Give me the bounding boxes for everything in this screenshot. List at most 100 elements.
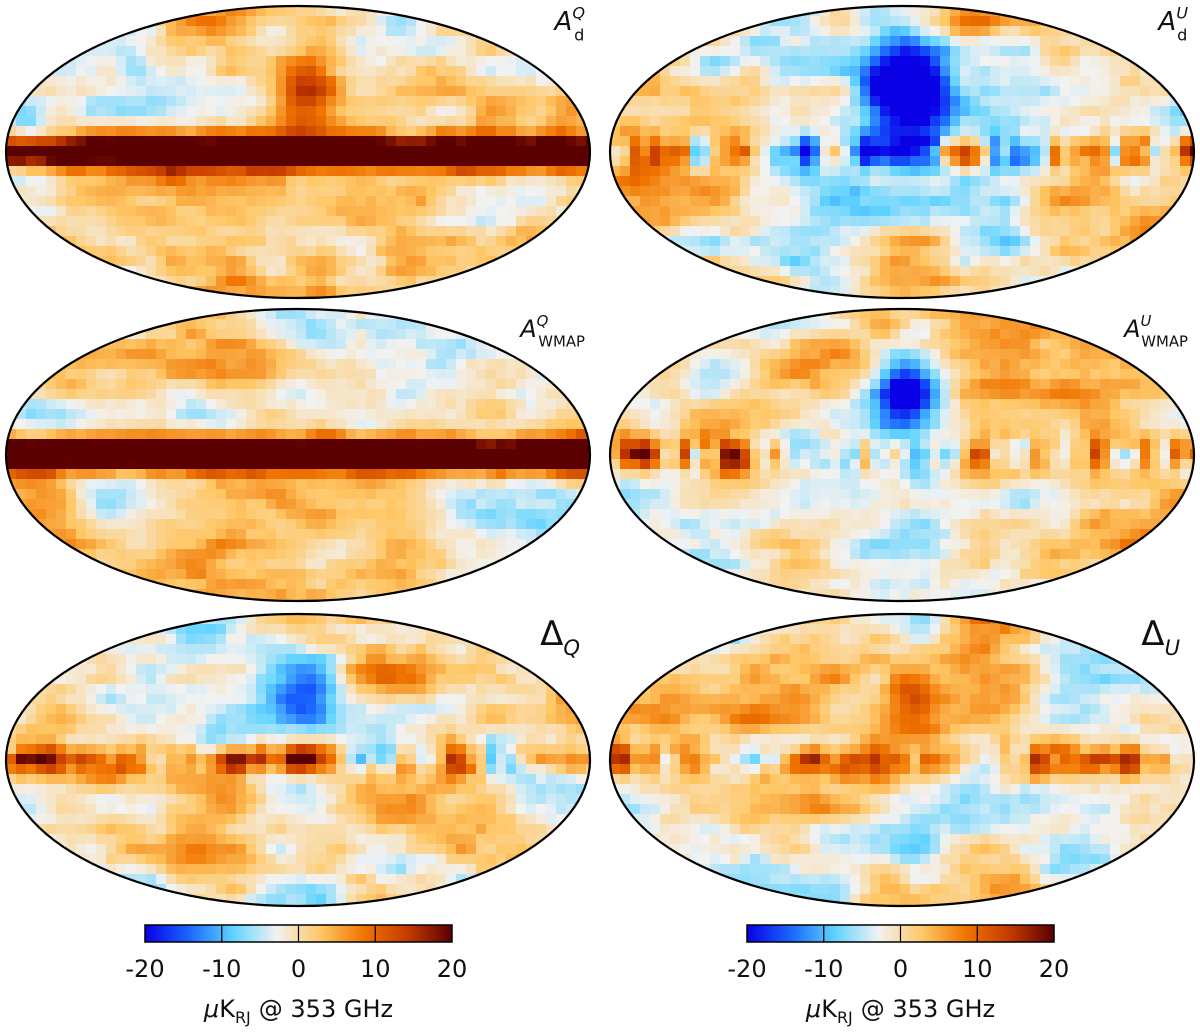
map-pixel (306, 559, 317, 570)
map-pixel (386, 266, 397, 277)
map-pixel (456, 469, 467, 480)
map-pixel (720, 176, 731, 187)
map-pixel (196, 136, 207, 147)
map-pixel (710, 76, 721, 87)
map-pixel (1000, 136, 1011, 147)
map-pixel (790, 86, 801, 97)
map-pixel (236, 429, 247, 440)
map-pixel (226, 309, 237, 320)
map-pixel (76, 409, 87, 420)
map-pixel (116, 529, 127, 540)
map-pixel (660, 86, 671, 97)
map-pixel (840, 26, 851, 37)
map-pixel (336, 529, 347, 540)
map-pixel (820, 419, 831, 430)
map-pixel (950, 449, 961, 460)
map-pixel (1060, 459, 1071, 470)
map-pixel (930, 116, 941, 127)
map-pixel (700, 349, 711, 360)
map-pixel (680, 166, 691, 177)
map-pixel (236, 166, 247, 177)
map-pixel (740, 349, 751, 360)
map-pixel (1000, 276, 1011, 287)
map-pixel (216, 569, 227, 580)
map-pixel (970, 26, 981, 37)
map-pixel (96, 46, 107, 57)
map-pixel (1030, 216, 1041, 227)
map-pixel (406, 186, 417, 197)
map-pixel (436, 509, 447, 520)
map-pixel (166, 46, 177, 57)
map-pixel (760, 256, 771, 267)
map-pixel (76, 509, 87, 520)
map-pixel (900, 156, 911, 167)
map-pixel (376, 56, 387, 67)
map-pixel (426, 369, 437, 380)
map-pixel (336, 569, 347, 580)
map-pixel (1020, 276, 1031, 287)
map-pixel (166, 256, 177, 267)
map-pixel (960, 76, 971, 87)
map-pixel (146, 349, 157, 360)
map-pixel (136, 379, 147, 390)
map-pixel (1070, 339, 1081, 350)
map-pixel (266, 489, 277, 500)
map-pixel (176, 399, 187, 410)
sky-map-top-right (610, 6, 1194, 298)
map-pixel (980, 126, 991, 137)
map-pixel (790, 399, 801, 410)
map-pixel (316, 286, 327, 297)
map-pixel (196, 86, 207, 97)
map-pixel (66, 359, 77, 370)
map-pixel (326, 349, 337, 360)
map-pixel (1060, 116, 1071, 127)
map-pixel (26, 489, 37, 500)
map-pixel (1000, 329, 1011, 340)
map-pixel (496, 176, 507, 187)
map-pixel (76, 136, 87, 147)
map-pixel (546, 409, 557, 420)
map-pixel (506, 459, 517, 470)
map-pixel (970, 36, 981, 47)
map-pixel (870, 136, 881, 147)
map-pixel (256, 489, 267, 500)
map-pixel (346, 276, 357, 287)
map-pixel (376, 499, 387, 510)
map-pixel (346, 166, 357, 177)
map-pixel (266, 329, 277, 340)
map-pixel (176, 26, 187, 37)
map-pixel (1010, 399, 1021, 410)
map-pixel (456, 389, 467, 400)
map-pixel (416, 266, 427, 277)
map-pixel (26, 419, 37, 430)
map-pixel (870, 26, 881, 37)
map-pixel (1010, 46, 1021, 57)
map-pixel (1110, 136, 1121, 147)
map-pixel (396, 96, 407, 107)
map-pixel (76, 449, 87, 460)
map-pixel (650, 206, 661, 217)
map-pixel (306, 449, 317, 460)
map-pixel (166, 166, 177, 177)
map-pixel (760, 126, 771, 137)
map-pixel (506, 529, 517, 540)
map-pixel (506, 126, 517, 137)
map-pixel (446, 166, 457, 177)
map-pixel (426, 529, 437, 540)
map-pixel (386, 156, 397, 167)
map-pixel (710, 379, 721, 390)
map-pixel (810, 196, 821, 207)
map-pixel (76, 66, 87, 77)
map-pixel (860, 286, 871, 297)
map-pixel (940, 226, 951, 237)
map-pixel (326, 246, 337, 257)
map-pixel (146, 186, 157, 197)
map-pixel (890, 359, 901, 370)
map-pixel (286, 76, 297, 87)
map-pixel (980, 156, 991, 167)
map-pixel (326, 56, 337, 67)
map-pixel (126, 419, 137, 430)
map-pixel (1040, 329, 1051, 340)
map-pixel (426, 216, 437, 227)
map-pixel (1140, 419, 1151, 430)
